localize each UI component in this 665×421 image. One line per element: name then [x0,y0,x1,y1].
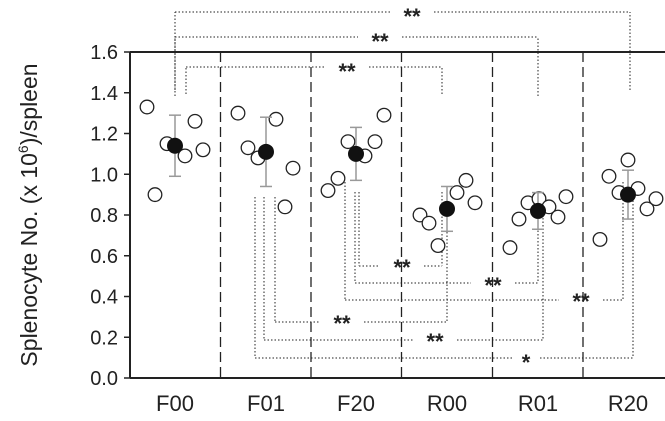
data-point [620,152,636,168]
sig-label: * [522,350,531,375]
y-tick-label: 1.6 [90,42,118,64]
y-tick-label: 0.2 [90,327,118,349]
data-point [285,160,301,176]
data-point [421,215,437,231]
data-point [511,211,527,227]
sig-label: ** [333,311,351,336]
data-point [277,199,293,215]
data-point [558,189,574,205]
sig-label: ** [572,289,590,314]
data-point [268,111,284,127]
data-point [320,183,336,199]
sig-label: ** [426,329,444,354]
plot-frame [129,51,665,379]
y-tick-label: 0.0 [90,368,118,390]
mean-marker [530,202,546,219]
x-tick-label: R20 [608,391,648,416]
data-point [139,99,155,115]
data-point [648,191,664,207]
y-axis: 0.0 0.2 0.4 0.6 0.8 1.0 1.2 1.4 1.6 [90,42,130,390]
y-tick-label: 0.6 [90,246,118,268]
mean-marker [348,145,364,162]
sig-label: ** [484,273,502,298]
x-axis: F00 F01 F20 R00 R01 R20 [156,391,648,416]
data-point [330,170,346,186]
individual-points [139,99,664,256]
x-tick-label: F20 [337,391,375,416]
data-point [601,168,617,184]
data-point [340,134,356,150]
data-point [147,187,163,203]
x-tick-label: R00 [427,391,467,416]
y-axis-label-tail: )/spleen [16,63,42,145]
mean-marker [439,200,455,217]
x-tick-label: F00 [156,391,194,416]
x-tick-label: R01 [518,391,558,416]
y-tick-label: 1.2 [90,124,118,146]
mean-marker [167,137,183,154]
data-point [458,172,474,188]
y-tick-label: 1.0 [90,164,118,186]
sig-label: ** [403,4,421,29]
data-point [449,185,465,201]
group-means [167,114,636,233]
sig-label: ** [371,29,389,54]
data-point [376,107,392,123]
data-point [187,113,203,129]
y-tick-label: 1.4 [90,83,118,105]
data-point [430,238,446,254]
mean-marker [258,143,274,160]
significance-brackets: ***************** [174,4,634,375]
group-dividers [219,52,584,378]
mean-marker [620,186,636,203]
sig-label: ** [393,255,411,280]
data-point [550,209,566,225]
data-point [367,134,383,150]
y-axis-label-main: Splenocyte No. (x 10 [16,153,42,367]
y-axis-label-sup: 6 [15,145,31,153]
data-point [467,195,483,211]
y-tick-label: 0.8 [90,205,118,227]
x-tick-label: F01 [247,391,285,416]
data-point [502,240,518,256]
y-axis-label: Splenocyte No. (x 106)/spleen [15,63,42,366]
data-point [230,105,246,121]
data-point [177,148,193,164]
data-point [195,142,211,158]
data-point [592,231,608,247]
y-tick-label: 0.4 [90,287,118,309]
data-point [639,201,655,217]
data-point [240,140,256,156]
sig-label: ** [338,59,356,84]
